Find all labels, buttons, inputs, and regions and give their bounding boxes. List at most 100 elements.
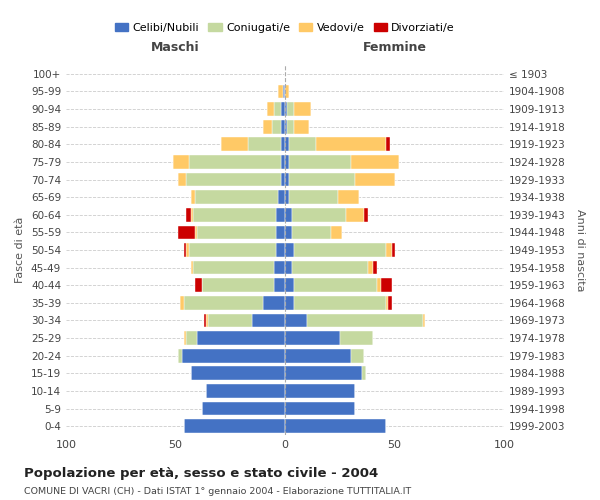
Text: COMUNE DI VACRI (CH) - Dati ISTAT 1° gennaio 2004 - Elaborazione TUTTITALIA.IT: COMUNE DI VACRI (CH) - Dati ISTAT 1° gen… (24, 488, 411, 496)
Bar (346, 208, 364, 222)
Bar (178, 349, 182, 362)
Bar (274, 102, 281, 116)
Bar (188, 155, 281, 169)
Bar (285, 402, 355, 415)
Bar (331, 226, 342, 239)
Bar (187, 331, 197, 345)
Bar (338, 190, 359, 204)
Bar (191, 208, 193, 222)
Bar (221, 138, 248, 151)
Bar (386, 243, 392, 257)
Bar (187, 172, 281, 186)
Bar (178, 226, 195, 239)
Bar (285, 102, 287, 116)
Bar (195, 226, 197, 239)
Bar (340, 331, 373, 345)
Bar (184, 420, 285, 433)
Bar (373, 260, 377, 274)
Bar (294, 243, 386, 257)
Bar (274, 278, 285, 292)
Bar (206, 384, 285, 398)
Bar (268, 102, 274, 116)
Bar (377, 278, 382, 292)
Bar (287, 102, 294, 116)
Bar (289, 172, 355, 186)
Bar (350, 155, 399, 169)
Bar (191, 260, 193, 274)
Bar (274, 260, 285, 274)
Bar (195, 278, 202, 292)
Bar (316, 138, 386, 151)
Bar (276, 243, 285, 257)
Bar (285, 243, 294, 257)
Bar (364, 208, 368, 222)
Bar (178, 172, 187, 186)
Bar (193, 260, 274, 274)
Bar (184, 243, 187, 257)
Bar (202, 402, 285, 415)
Bar (294, 296, 386, 310)
Bar (350, 349, 364, 362)
Bar (294, 278, 377, 292)
Bar (285, 260, 292, 274)
Bar (386, 138, 390, 151)
Bar (289, 190, 338, 204)
Bar (289, 155, 350, 169)
Bar (285, 366, 362, 380)
Bar (292, 260, 368, 274)
Bar (285, 190, 289, 204)
Bar (292, 208, 346, 222)
Bar (187, 208, 191, 222)
Y-axis label: Fasce di età: Fasce di età (16, 217, 25, 283)
Bar (208, 314, 252, 328)
Bar (285, 314, 307, 328)
Bar (173, 155, 188, 169)
Bar (285, 296, 294, 310)
Text: Maschi: Maschi (151, 42, 200, 54)
Bar (382, 278, 392, 292)
Bar (281, 102, 285, 116)
Bar (285, 155, 289, 169)
Bar (294, 102, 311, 116)
Bar (197, 331, 285, 345)
Bar (187, 243, 188, 257)
Bar (180, 296, 184, 310)
Bar (191, 366, 285, 380)
Legend: Celibi/Nubili, Coniugati/e, Vedovi/e, Divorziati/e: Celibi/Nubili, Coniugati/e, Vedovi/e, Di… (110, 19, 460, 38)
Bar (263, 296, 285, 310)
Text: Femmine: Femmine (362, 42, 427, 54)
Bar (368, 260, 373, 274)
Bar (355, 172, 395, 186)
Bar (184, 331, 187, 345)
Bar (386, 296, 388, 310)
Bar (252, 314, 285, 328)
Bar (392, 243, 395, 257)
Bar (294, 120, 309, 134)
Bar (287, 120, 294, 134)
Bar (423, 314, 425, 328)
Bar (204, 314, 206, 328)
Bar (281, 138, 285, 151)
Bar (182, 349, 285, 362)
Bar (285, 278, 294, 292)
Bar (285, 84, 289, 98)
Bar (362, 366, 366, 380)
Bar (276, 208, 285, 222)
Bar (285, 331, 340, 345)
Bar (285, 120, 287, 134)
Bar (195, 190, 278, 204)
Bar (272, 120, 281, 134)
Bar (285, 384, 355, 398)
Bar (307, 314, 423, 328)
Bar (285, 349, 350, 362)
Bar (285, 420, 386, 433)
Bar (292, 226, 331, 239)
Bar (285, 226, 292, 239)
Bar (281, 172, 285, 186)
Bar (289, 138, 316, 151)
Text: Popolazione per età, sesso e stato civile - 2004: Popolazione per età, sesso e stato civil… (24, 468, 378, 480)
Bar (283, 84, 285, 98)
Bar (193, 208, 276, 222)
Bar (281, 155, 285, 169)
Bar (188, 243, 276, 257)
